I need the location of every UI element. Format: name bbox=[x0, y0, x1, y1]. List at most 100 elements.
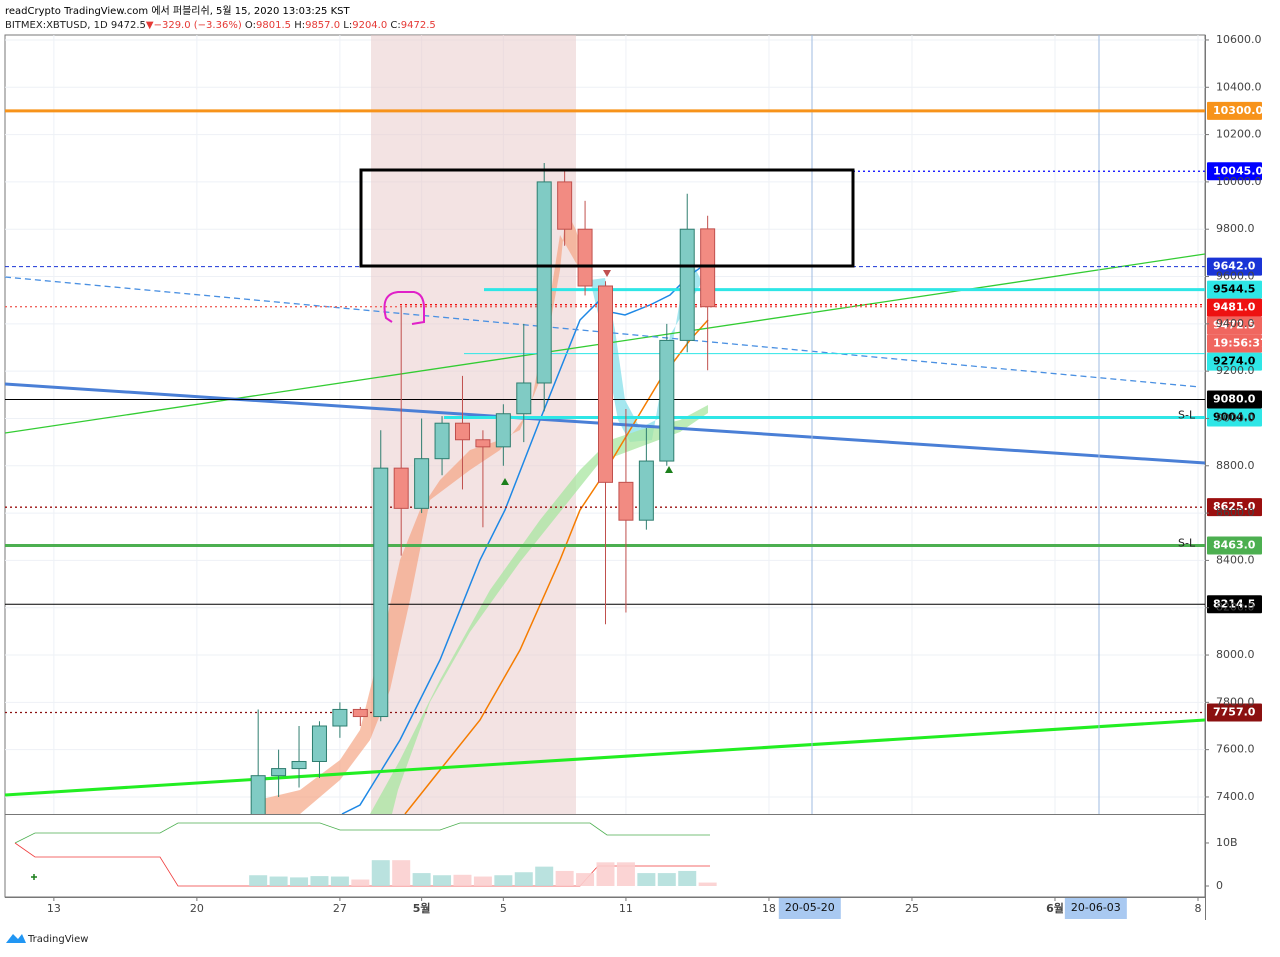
y-tick-label: 10600.0 bbox=[1216, 33, 1262, 46]
highlight-range bbox=[371, 35, 576, 814]
ohlc-value: 9204.0 bbox=[352, 20, 387, 31]
level-label: 8463.0 bbox=[1213, 539, 1256, 552]
v-tick-label: 0 bbox=[1216, 879, 1223, 892]
ribbon-orange bbox=[258, 210, 590, 814]
volume-pane bbox=[14, 822, 717, 887]
level-label: 9642.0 bbox=[1213, 260, 1256, 273]
level-label-box bbox=[1207, 498, 1262, 517]
y-tick-label: 9000.0 bbox=[1216, 411, 1255, 424]
volume-bar bbox=[616, 862, 635, 886]
candles bbox=[250, 162, 716, 814]
x-tick-label: 13 bbox=[47, 902, 61, 915]
level-label-box bbox=[1207, 280, 1262, 299]
y-tick-label: 8400.0 bbox=[1216, 553, 1255, 566]
candle-body bbox=[557, 181, 573, 230]
x-marker-label: 20-06-03 bbox=[1071, 901, 1121, 914]
x-marker-box bbox=[778, 898, 841, 919]
candle-body bbox=[679, 228, 695, 341]
bracket-annotation bbox=[383, 291, 425, 325]
level-label: 8625.0 bbox=[1213, 500, 1256, 513]
y-tick-label: 9800.0 bbox=[1216, 222, 1255, 235]
ribbon-cyan bbox=[590, 268, 702, 442]
candle-body bbox=[638, 460, 654, 521]
x-marker-label: 20-05-20 bbox=[785, 901, 835, 914]
volume-bar bbox=[555, 870, 574, 886]
x-tick-label: 18 bbox=[762, 902, 776, 915]
y-tick-label: 8600.0 bbox=[1216, 506, 1255, 519]
candle-body bbox=[700, 228, 716, 308]
volume-bar bbox=[657, 873, 676, 886]
level-label-box bbox=[1207, 703, 1262, 722]
candle-body bbox=[393, 467, 409, 509]
x-tick-label: 27 bbox=[333, 902, 347, 915]
candle-body bbox=[373, 467, 389, 718]
last-price: 9472.5 bbox=[111, 20, 146, 31]
y-tick-label: 9400.0 bbox=[1216, 317, 1255, 330]
candle-body bbox=[618, 481, 634, 521]
candle-body bbox=[516, 382, 532, 415]
candle-body bbox=[536, 181, 552, 384]
x-tick-label: 8 bbox=[1195, 902, 1202, 915]
ohlc-label: C: bbox=[390, 20, 400, 31]
signal-down bbox=[603, 270, 611, 277]
change: −329.0 (−3.36%) bbox=[154, 20, 242, 31]
countdown-label: 19:56:37 bbox=[1213, 337, 1268, 350]
level-label-box bbox=[1207, 595, 1262, 614]
volume-bar bbox=[514, 872, 533, 886]
ohlc-value: 9801.5 bbox=[256, 20, 291, 31]
change-arrow: ▼ bbox=[146, 20, 154, 31]
volume-bar bbox=[269, 876, 288, 886]
level-label: 9274.0 bbox=[1213, 355, 1256, 368]
header-title: readCrypto TradingView.com 에서 퍼블리쉬, 5월 1… bbox=[5, 5, 350, 17]
level-label: 10300.0 bbox=[1213, 104, 1263, 117]
box-annotation bbox=[359, 168, 855, 268]
level-label: 9472.5 bbox=[1213, 319, 1255, 332]
level-label: 7757.0 bbox=[1213, 706, 1256, 719]
volume-bar bbox=[351, 879, 370, 886]
y-tick-label: 10400.0 bbox=[1216, 80, 1262, 93]
volume-bar bbox=[371, 860, 390, 886]
y-tick-label: 10000.0 bbox=[1216, 175, 1262, 188]
candle-body bbox=[454, 422, 470, 441]
x-tick-label: 11 bbox=[619, 902, 633, 915]
candle-body bbox=[271, 768, 287, 777]
candle-body bbox=[475, 439, 491, 448]
x-tick-label: 6월 bbox=[1046, 901, 1064, 915]
y-tick-label: 9600.0 bbox=[1216, 270, 1255, 283]
x-tick-label: 25 bbox=[905, 902, 919, 915]
v-tick-label: 10B bbox=[1216, 836, 1238, 849]
ohlc-value: 9472.5 bbox=[401, 20, 436, 31]
level-label: 9080.0 bbox=[1213, 393, 1256, 406]
brand-logo bbox=[6, 934, 26, 943]
overlay-drawings bbox=[359, 168, 855, 485]
candle-body bbox=[414, 458, 430, 509]
volume-bar bbox=[412, 873, 431, 886]
volume-bar bbox=[392, 860, 411, 886]
volume-bar bbox=[698, 882, 717, 886]
volume-bar bbox=[310, 876, 329, 886]
signal-up bbox=[665, 466, 673, 473]
symbol: BITMEX:XBTUSD, 1D bbox=[5, 20, 108, 31]
volume-bar bbox=[596, 862, 615, 886]
level-label: 9004.0 bbox=[1213, 411, 1256, 424]
volume-bar bbox=[453, 874, 472, 886]
level-label-box bbox=[1207, 352, 1262, 371]
annotation: S-L bbox=[1178, 409, 1196, 422]
level-label-box bbox=[1207, 390, 1262, 409]
signal-plus bbox=[31, 874, 37, 880]
header-symbol-line: BITMEX:XBTUSD, 1D 9472.5▼−329.0 (−3.36%)… bbox=[5, 20, 436, 31]
level-label: 9544.5 bbox=[1213, 283, 1255, 296]
volume-bar bbox=[330, 876, 349, 886]
ohlc-label: L: bbox=[343, 20, 352, 31]
volume-bar bbox=[290, 877, 309, 886]
y-tick-label: 8200.0 bbox=[1216, 601, 1255, 614]
candle-body bbox=[598, 285, 613, 483]
x-tick-label: 20 bbox=[190, 902, 204, 915]
level-label-box bbox=[1207, 257, 1262, 276]
y-tick-label: 8800.0 bbox=[1216, 459, 1255, 472]
signal-up bbox=[501, 478, 509, 485]
level-label-box bbox=[1207, 408, 1262, 427]
candle-body bbox=[250, 775, 266, 814]
